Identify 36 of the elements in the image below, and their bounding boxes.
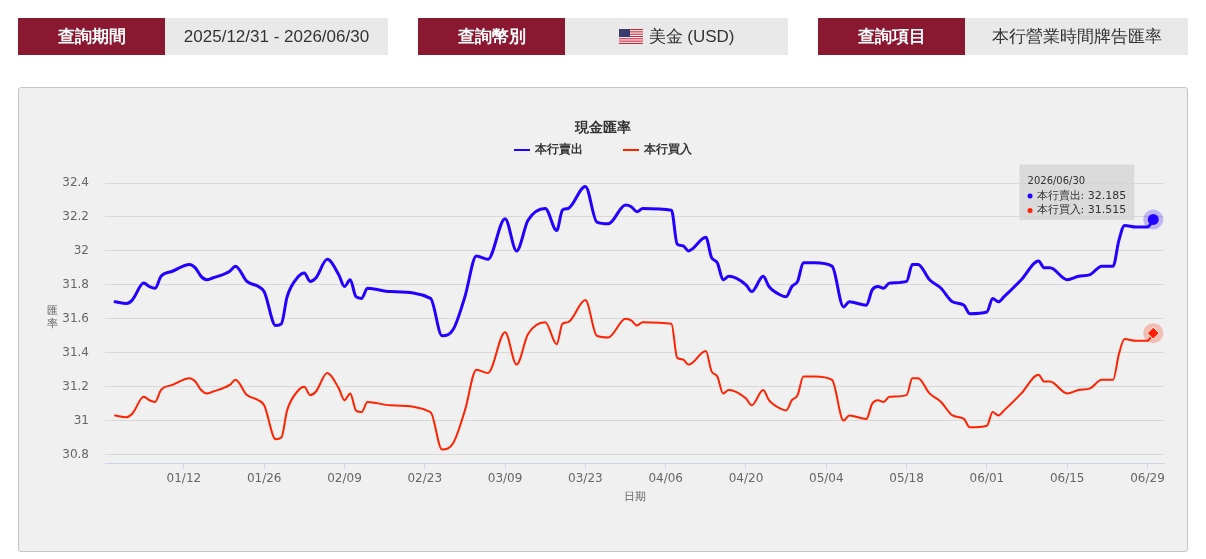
y-tick-label: 31.2 (62, 378, 89, 393)
y-tick-label: 31.4 (62, 344, 89, 359)
x-tick-label: 04/06 (648, 471, 683, 486)
x-tick-label: 03/09 (487, 471, 523, 486)
x-tick-label: 05/18 (889, 471, 924, 486)
x-tick-label: 04/20 (728, 471, 764, 486)
annotation: 本行買入: 31.515 (1036, 203, 1127, 217)
text: 查詢項目 (818, 18, 965, 55)
y-tick-label: 32.2 (62, 209, 89, 224)
y-tick-label: 31.8 (62, 276, 89, 291)
y-tick-label: 30.8 (62, 446, 89, 461)
text: 2025/12/31 - 2026/06/30 (183, 26, 370, 47)
legend-label: 本行賣出 (534, 142, 583, 157)
x-tick-label: 05/04 (809, 471, 844, 486)
y-tick-label: 31 (73, 412, 89, 427)
x-tick-label: 06/29 (1130, 471, 1165, 486)
x-tick-label: 06/15 (1049, 471, 1085, 486)
x-tick-label: 03/23 (568, 471, 603, 486)
x-tick-label: 01/26 (246, 471, 282, 486)
y-tick-label: 32.4 (62, 175, 89, 190)
text: 查詢期間 (18, 18, 165, 55)
x-tick-label: 06/01 (969, 471, 1005, 486)
x-tick-label: 02/23 (407, 471, 443, 486)
x-axis-title: 日期 (623, 489, 646, 503)
text: 美金 (USD) (648, 26, 735, 48)
text: 查詢幣別 (418, 18, 565, 55)
legend-label: 本行買入 (643, 142, 693, 157)
x-tick-label: 01/12 (166, 471, 202, 486)
annotation: 2026/06/30 (1027, 175, 1086, 187)
y-tick-label: 31.6 (62, 310, 89, 325)
y-tick-label: 32 (73, 243, 89, 257)
y-axis-title: 匯率 (46, 304, 58, 330)
annotation: 本行賣出: 32.185 (1036, 188, 1127, 202)
text: 本行營業時間牌告匯率 (991, 26, 1162, 48)
chart-title: 現金匯率 (574, 118, 631, 135)
x-tick-label: 02/09 (327, 471, 362, 486)
